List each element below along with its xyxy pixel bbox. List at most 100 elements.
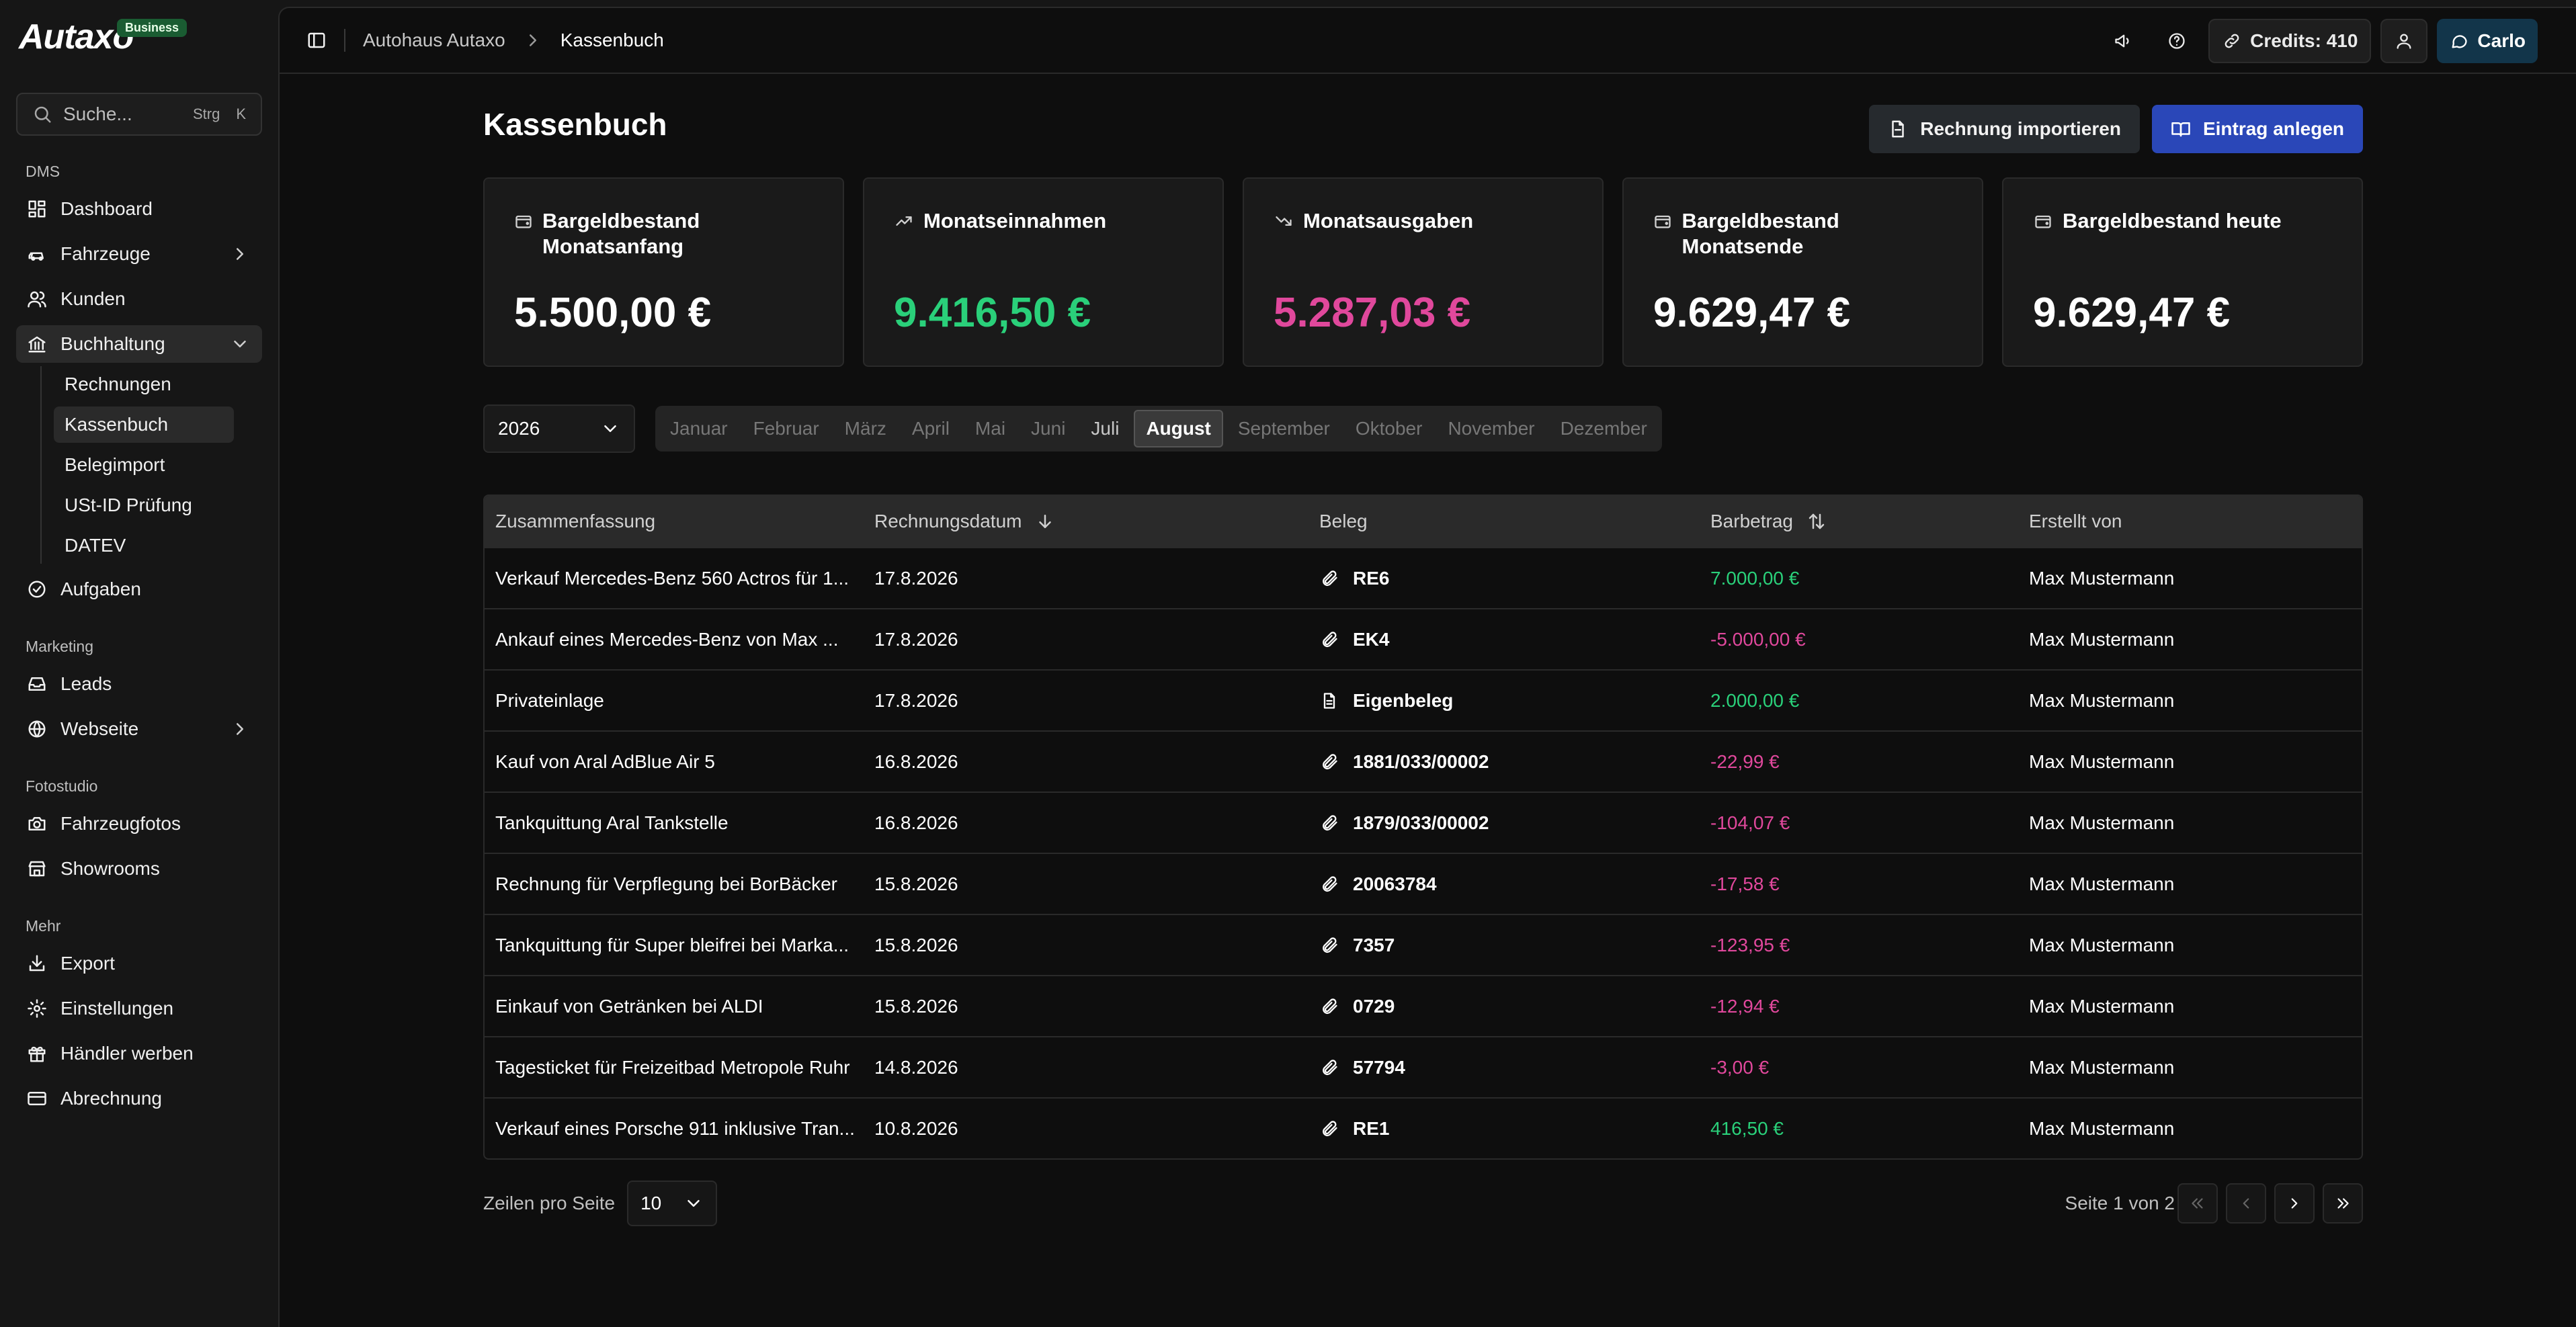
create-entry-label: Eintrag anlegen — [2202, 118, 2344, 139]
tab-dezember[interactable]: Dezember — [1560, 418, 1647, 439]
stat-cards: Bargeldbestand Monatsanfang 5.500,00 € M… — [483, 177, 2363, 367]
cell-date: 14.8.2026 — [874, 1056, 958, 1078]
table-row[interactable]: Privateinlage 17.8.2026 Eigenbeleg 2.000,00… — [485, 669, 2362, 730]
cell-amount: 2.000,00 € — [1710, 689, 1800, 711]
cell-doc[interactable]: RE1 — [1319, 1118, 1710, 1140]
sidebar-item-ustid[interactable]: USt-ID Prüfung — [65, 495, 192, 515]
tab-februar[interactable]: Februar — [753, 418, 819, 439]
table-row[interactable]: Einkauf von Getränken bei ALDI 15.8.2026 0… — [485, 975, 2362, 1036]
tab-oktober[interactable]: Oktober — [1355, 418, 1423, 439]
sidebar-item-fahrzeugfotos[interactable]: Fahrzeugfotos — [16, 805, 262, 843]
sidebar-item-leads[interactable]: Leads — [16, 665, 262, 703]
sidebar-item-haendler-werben[interactable]: Händler werben — [16, 1035, 262, 1072]
cell-created-by: Max Mustermann — [2029, 1056, 2175, 1078]
divider — [344, 29, 345, 52]
doc-label: 0729 — [1353, 995, 1395, 1017]
doc-label: 1879/033/00002 — [1353, 812, 1489, 833]
tab-november[interactable]: November — [1448, 418, 1535, 439]
rows-per-page-select[interactable]: 10 — [627, 1181, 718, 1226]
tab-april[interactable]: April — [911, 418, 950, 439]
announcements-button[interactable] — [2101, 19, 2145, 63]
sidebar-item-kassenbuch[interactable]: Kassenbuch — [54, 406, 234, 443]
table-row[interactable]: Rechnung für Verpflegung bei BorBäcker 15… — [485, 853, 2362, 914]
cell-doc[interactable]: 57794 — [1319, 1057, 1710, 1078]
tab-juli[interactable]: Juli — [1091, 418, 1120, 439]
sidebar-item-label: Kunden — [60, 288, 126, 309]
user-menu-button[interactable]: Carlo — [2437, 19, 2538, 63]
doc-label: 7357 — [1353, 934, 1395, 955]
sidebar-item-datev[interactable]: DATEV — [65, 535, 126, 556]
cell-doc[interactable]: 0729 — [1319, 996, 1710, 1017]
user-icon — [2394, 31, 2414, 51]
tab-maerz[interactable]: März — [844, 418, 886, 439]
table-row[interactable]: Ankauf eines Mercedes-Benz von Max ... 17… — [485, 608, 2362, 669]
sidebar-item-rechnungen[interactable]: Rechnungen — [65, 374, 171, 394]
sidebar-item-kunden[interactable]: Kunden — [16, 280, 262, 318]
credit-card-icon — [27, 1088, 47, 1109]
cell-doc[interactable]: EK4 — [1319, 629, 1710, 650]
cell-doc[interactable]: 20063784 — [1319, 873, 1710, 895]
cell-created-by: Max Mustermann — [2029, 934, 2175, 955]
credits-button[interactable]: Credits: 410 — [2208, 19, 2372, 63]
gift-icon — [27, 1043, 47, 1064]
first-page-button[interactable] — [2177, 1183, 2218, 1224]
column-header-amount[interactable]: Barbetrag — [1710, 511, 2029, 532]
cell-doc[interactable]: Eigenbeleg — [1319, 690, 1710, 712]
prev-page-button[interactable] — [2226, 1183, 2266, 1224]
breadcrumb-autohaus[interactable]: Autohaus Autaxo — [363, 30, 505, 50]
wallet-icon — [1653, 211, 1673, 231]
column-header-date[interactable]: Rechnungsdatum — [874, 511, 1319, 532]
cell-doc[interactable]: RE6 — [1319, 568, 1710, 589]
download-icon — [27, 953, 47, 974]
sidebar-item-export[interactable]: Export — [16, 945, 262, 982]
paperclip-icon — [1319, 996, 1339, 1017]
stat-card-opening-balance: Bargeldbestand Monatsanfang 5.500,00 € — [483, 177, 844, 367]
cell-date: 17.8.2026 — [874, 689, 958, 711]
sidebar-item-einstellungen[interactable]: Einstellungen — [16, 990, 262, 1027]
sidebar-item-buchhaltung[interactable]: Buchhaltung — [16, 325, 262, 363]
sidebar-toggle-icon[interactable] — [306, 30, 327, 50]
cell-date: 15.8.2026 — [874, 995, 958, 1017]
buchhaltung-submenu: Rechnungen Kassenbuch Belegimport USt-ID… — [40, 366, 262, 564]
table-row[interactable]: Kauf von Aral AdBlue Air 5 16.8.2026 1881/… — [485, 730, 2362, 791]
tab-juni[interactable]: Juni — [1031, 418, 1066, 439]
sidebar-item-belegimport[interactable]: Belegimport — [65, 454, 165, 475]
sidebar-item-label: Showrooms — [60, 858, 160, 879]
create-entry-button[interactable]: Eintrag anlegen — [2151, 105, 2363, 153]
sidebar-item-showrooms[interactable]: Showrooms — [16, 850, 262, 888]
year-select[interactable]: 2026 — [483, 404, 635, 453]
search-input[interactable]: Suche... Strg K — [16, 93, 262, 136]
profile-button[interactable] — [2380, 19, 2428, 63]
sidebar-item-aufgaben[interactable]: Aufgaben — [16, 570, 262, 608]
wallet-icon — [514, 211, 533, 231]
table-row[interactable]: Tankquittung für Super bleifrei bei Mark… — [485, 914, 2362, 975]
stat-card-monthly-income: Monatseinnahmen 9.416,50 € — [863, 177, 1224, 367]
month-tabs: Januar Februar März April Mai Juni Juli … — [655, 406, 1662, 452]
help-button[interactable] — [2155, 19, 2199, 63]
sidebar-item-label: Händler werben — [60, 1043, 194, 1064]
tab-august[interactable]: August — [1134, 410, 1223, 447]
chevron-right-icon — [230, 719, 250, 739]
table-row[interactable]: Tagesticket für Freizeitbad Metropole Ru… — [485, 1036, 2362, 1097]
cell-doc[interactable]: 1881/033/00002 — [1319, 751, 1710, 773]
import-invoice-button[interactable]: Rechnung importieren — [1869, 105, 2140, 153]
cell-summary: Tagesticket für Freizeitbad Metropole Ru… — [495, 1056, 850, 1078]
last-page-button[interactable] — [2323, 1183, 2363, 1224]
brand[interactable]: Autaxo Business — [16, 0, 262, 74]
credits-label: Credits: 410 — [2250, 30, 2358, 51]
tab-mai[interactable]: Mai — [974, 418, 1006, 439]
next-page-button[interactable] — [2274, 1183, 2315, 1224]
sidebar-item-abrechnung[interactable]: Abrechnung — [16, 1080, 262, 1117]
table-row[interactable]: Verkauf Mercedes-Benz 560 Actros für 1..… — [485, 547, 2362, 608]
sidebar-item-webseite[interactable]: Webseite — [16, 710, 262, 748]
cell-doc[interactable]: 7357 — [1319, 935, 1710, 956]
tab-januar[interactable]: Januar — [670, 418, 728, 439]
tab-september[interactable]: September — [1237, 418, 1330, 439]
table-row[interactable]: Verkauf eines Porsche 911 inklusive Tran… — [485, 1097, 2362, 1158]
table-row[interactable]: Tankquittung Aral Tankstelle 16.8.2026 187… — [485, 791, 2362, 853]
sidebar-item-fahrzeuge[interactable]: Fahrzeuge — [16, 235, 262, 273]
breadcrumb-kassenbuch: Kassenbuch — [560, 30, 664, 50]
cell-summary: Verkauf eines Porsche 911 inklusive Tran… — [495, 1117, 855, 1139]
sidebar-item-dashboard[interactable]: Dashboard — [16, 190, 262, 228]
cell-doc[interactable]: 1879/033/00002 — [1319, 812, 1710, 834]
